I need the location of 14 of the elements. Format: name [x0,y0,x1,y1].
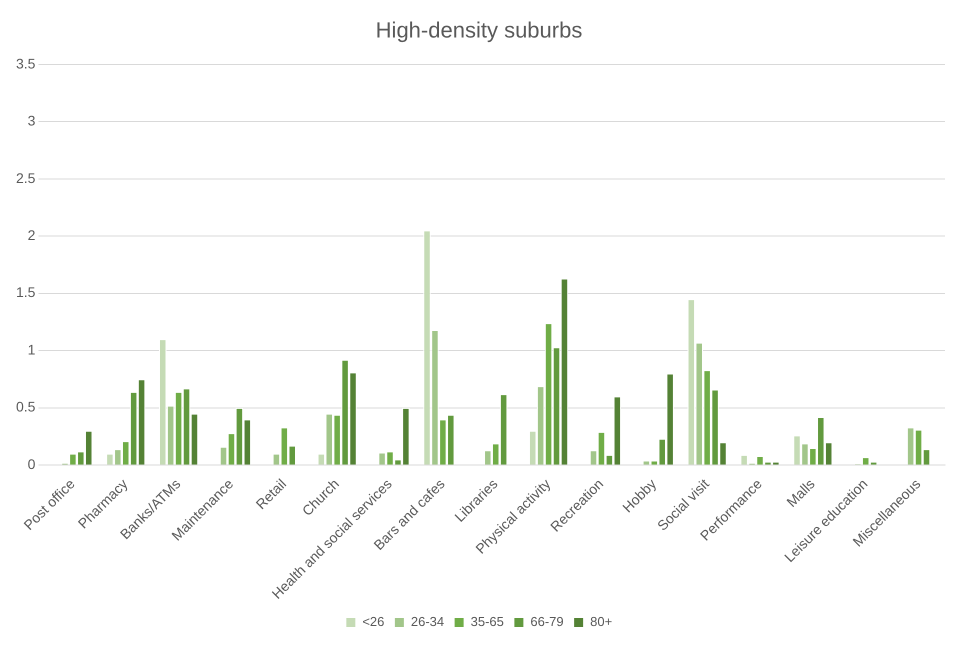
y-tick-label: 2.5 [16,170,36,186]
y-tick-label: 0.5 [16,398,36,415]
y-tick-label: 2 [28,226,36,243]
legend-label: <26 [362,614,384,630]
y-tick-label: 0 [28,456,36,472]
y-tick-label: 1 [28,341,36,358]
chart-title: High-density suburbs [376,17,582,42]
legend-label: 66-79 [530,614,564,630]
legend-label: 35-65 [470,614,504,630]
legend-label: 80+ [590,614,612,630]
y-tick-label: 1.5 [16,284,36,300]
y-tick-label: 3.5 [16,55,36,72]
y-tick-label: 3 [28,112,36,129]
legend-label: 26-34 [410,614,444,630]
